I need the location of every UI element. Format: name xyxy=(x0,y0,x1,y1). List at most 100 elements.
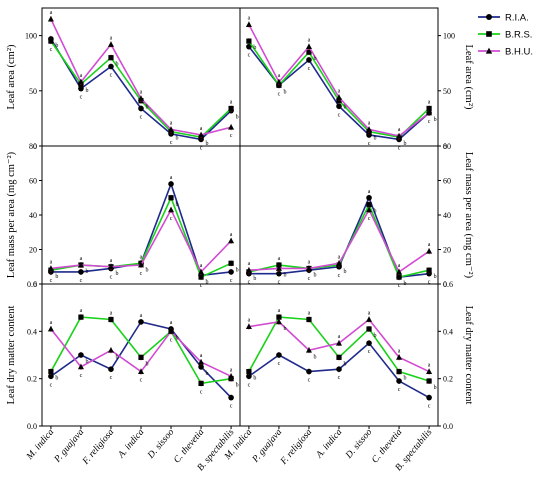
significance-letter: c xyxy=(230,133,233,139)
x-tick-label: M. indica xyxy=(24,427,56,462)
significance-letter: a xyxy=(170,320,173,326)
data-point xyxy=(396,274,402,280)
significance-letter: c xyxy=(230,404,233,410)
significance-letter: a xyxy=(368,189,371,195)
y-tick-label: 0.6 xyxy=(443,280,453,289)
significance-letter: c xyxy=(428,404,431,410)
data-point xyxy=(138,354,144,360)
panel-frame xyxy=(41,7,241,147)
data-point xyxy=(275,78,282,85)
significance-letter: a xyxy=(80,308,83,314)
data-point xyxy=(336,339,342,346)
data-point xyxy=(246,368,252,375)
data-point xyxy=(366,340,372,346)
y-tick-label: 0 xyxy=(443,280,447,289)
legend-label: B.H.U. xyxy=(505,47,533,58)
y-tick-label: 0 xyxy=(33,142,37,151)
data-point xyxy=(276,262,282,268)
significance-letter: c xyxy=(80,373,83,379)
significance-letter: a xyxy=(170,120,173,126)
legend-label: B.R.S. xyxy=(505,30,532,41)
significance-letter: b xyxy=(434,385,437,391)
data-point xyxy=(228,269,234,275)
significance-letter: b xyxy=(115,271,118,277)
significance-letter: a xyxy=(278,308,281,314)
data-point xyxy=(168,206,175,213)
x-tick-label: F. religiosa xyxy=(80,427,116,467)
significance-letter: b xyxy=(85,269,88,275)
significance-letter: b xyxy=(146,105,149,111)
data-point xyxy=(426,394,432,401)
significance-letter: a xyxy=(50,259,53,265)
significance-letter: b xyxy=(176,202,179,208)
significance-letter: c xyxy=(338,273,341,279)
data-point xyxy=(47,265,54,271)
y-tick-label: 80 xyxy=(29,142,37,151)
significance-letter: b xyxy=(404,141,407,147)
data-point xyxy=(306,316,312,323)
data-point xyxy=(77,363,84,370)
significance-letter: a xyxy=(368,311,371,317)
data-point xyxy=(228,237,235,244)
y-tick-label: 0.2 xyxy=(443,375,453,384)
data-point xyxy=(228,124,235,130)
significance-letter: c xyxy=(170,140,173,146)
data-point xyxy=(275,265,282,271)
y-axis-label: Leaf dry matter content xyxy=(6,306,17,405)
data-point xyxy=(366,206,373,213)
significance-letter: a xyxy=(338,334,341,340)
data-point xyxy=(426,248,433,254)
y-axis-label: Leaf mass per area (mg cm⁻²) xyxy=(463,152,474,279)
data-point xyxy=(396,354,403,360)
significance-letter: c xyxy=(248,382,251,388)
significance-letter: a xyxy=(278,73,281,79)
y-tick-label: 20 xyxy=(443,246,451,255)
significance-letter: a xyxy=(170,175,173,181)
significance-letter: c xyxy=(398,145,401,151)
data-point xyxy=(138,261,144,268)
significance-letter: a xyxy=(338,88,341,94)
significance-letter: a xyxy=(200,126,203,132)
y-tick-label: 0.0 xyxy=(443,422,453,431)
significance-letter: b xyxy=(313,272,316,278)
significance-letter: c xyxy=(338,375,341,381)
x-tick-label: A. indica xyxy=(116,427,147,461)
data-point xyxy=(228,373,235,379)
data-point xyxy=(198,268,205,275)
data-point xyxy=(78,269,84,275)
data-point xyxy=(108,316,114,323)
significance-letter: a xyxy=(398,263,401,269)
significance-letter: b xyxy=(206,141,209,147)
y-tick-label: 0.2 xyxy=(27,375,37,384)
data-point xyxy=(426,109,433,116)
significance-letter: a xyxy=(248,318,251,324)
data-point xyxy=(138,95,144,101)
significance-letter: b xyxy=(253,376,256,382)
data-point xyxy=(138,105,144,112)
significance-letter: b xyxy=(344,269,347,275)
significance-letter: a xyxy=(230,99,233,105)
data-point xyxy=(78,314,84,320)
significance-letter: b xyxy=(283,326,286,332)
data-point xyxy=(77,261,84,268)
significance-letter: a xyxy=(428,363,431,369)
significance-letter: c xyxy=(308,378,311,384)
y-tick-label: 50 xyxy=(443,87,451,96)
significance-letter: a xyxy=(110,311,113,317)
data-point xyxy=(396,268,403,275)
x-tick-label: D. sissoo xyxy=(344,427,375,461)
data-point xyxy=(228,105,234,112)
significance-letter: b xyxy=(146,361,149,367)
significance-letter: a xyxy=(338,254,341,260)
data-point xyxy=(107,347,114,353)
significance-letter: b xyxy=(176,335,179,341)
significance-letter: c xyxy=(170,337,173,343)
data-point xyxy=(396,368,402,375)
data-point xyxy=(168,126,175,132)
data-point xyxy=(198,131,205,138)
legend-marker xyxy=(486,31,492,37)
